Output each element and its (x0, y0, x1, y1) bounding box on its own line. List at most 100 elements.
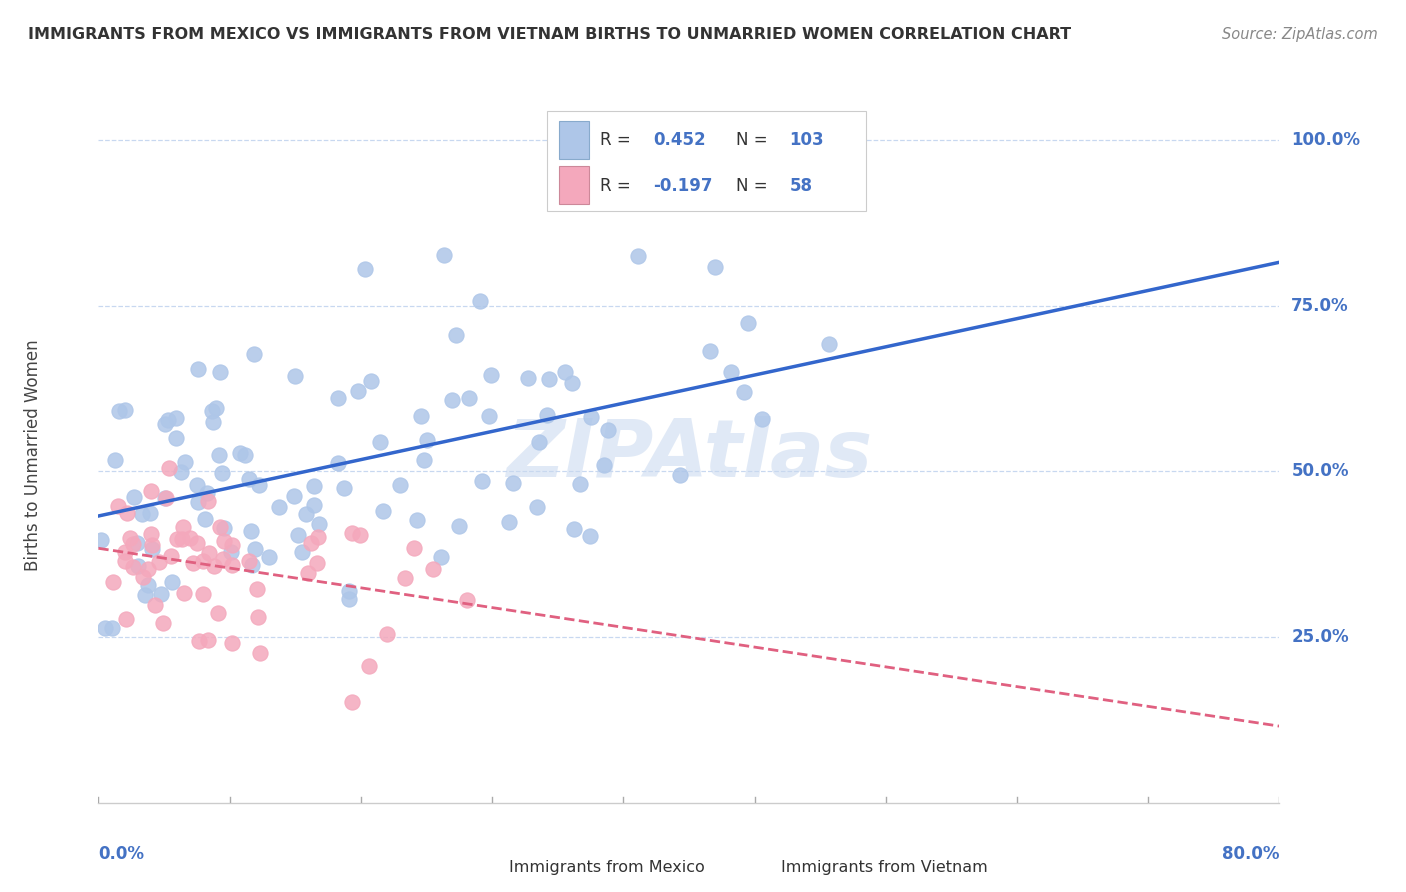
Point (440, 392, 463, 407)
Point (517, 371, 540, 385)
Point (432, 248, 454, 262)
Point (221, 538, 243, 552)
Point (205, 401, 228, 415)
Bar (547, 111, 866, 211)
Point (447, 519, 470, 533)
Point (148, 555, 170, 569)
Point (221, 636, 243, 650)
Text: 0.452: 0.452 (654, 131, 706, 150)
Point (166, 411, 188, 425)
Point (579, 529, 602, 543)
Point (188, 633, 211, 648)
Point (139, 484, 162, 499)
Point (333, 481, 356, 495)
Point (458, 391, 481, 405)
Point (554, 365, 576, 379)
Point (107, 499, 129, 513)
Point (197, 546, 219, 560)
Point (456, 592, 478, 607)
Point (212, 521, 235, 535)
Point (349, 527, 371, 541)
Point (669, 467, 692, 482)
Text: IMMIGRANTS FROM MEXICO VS IMMIGRANTS FROM VIETNAM BIRTHS TO UNMARRIED WOMEN CORR: IMMIGRANTS FROM MEXICO VS IMMIGRANTS FRO… (28, 27, 1071, 42)
Point (141, 541, 163, 556)
Point (122, 537, 145, 551)
Point (326, 391, 349, 405)
Point (246, 582, 269, 596)
Point (207, 606, 229, 620)
Point (90, 533, 112, 547)
Point (291, 545, 314, 559)
Point (115, 612, 138, 626)
Point (720, 366, 742, 380)
Point (444, 328, 467, 343)
Point (101, 621, 124, 635)
Point (699, 343, 721, 358)
Point (733, 384, 755, 399)
Text: 75.0%: 75.0% (1291, 297, 1348, 315)
Point (162, 575, 184, 590)
Text: R =: R = (600, 177, 637, 194)
Point (201, 403, 224, 417)
Point (394, 570, 416, 584)
Point (208, 448, 231, 462)
Point (593, 458, 616, 472)
Point (201, 415, 224, 429)
Bar (560, 166, 589, 204)
Point (502, 476, 524, 491)
Point (166, 532, 188, 546)
Point (302, 479, 325, 493)
Point (179, 531, 201, 545)
Point (94, 621, 117, 635)
Point (340, 526, 363, 541)
Point (478, 409, 501, 424)
Point (193, 554, 215, 568)
Point (150, 587, 173, 601)
Point (108, 404, 131, 418)
Point (247, 478, 270, 492)
Text: Immigrants from Vietnam: Immigrants from Vietnam (782, 860, 988, 875)
Point (115, 506, 138, 520)
Text: N =: N = (737, 131, 773, 150)
Point (114, 545, 136, 559)
Bar (748, 852, 773, 883)
Point (122, 490, 145, 504)
Point (377, 627, 399, 641)
Point (598, 423, 620, 437)
Point (326, 456, 349, 470)
Point (243, 542, 266, 557)
Point (173, 455, 195, 469)
Text: -0.197: -0.197 (654, 177, 713, 194)
Point (405, 512, 427, 526)
Point (368, 434, 391, 449)
Point (308, 516, 330, 531)
Point (211, 551, 233, 566)
Point (187, 495, 209, 509)
Point (238, 472, 260, 486)
Point (581, 409, 603, 424)
Point (243, 346, 266, 360)
Point (340, 695, 363, 709)
Point (152, 615, 174, 630)
Point (209, 520, 232, 534)
Point (141, 526, 163, 541)
Point (297, 566, 319, 580)
Point (284, 369, 307, 384)
Point (153, 491, 176, 505)
Point (101, 575, 124, 590)
Point (359, 659, 381, 673)
Point (139, 506, 162, 520)
Point (165, 431, 187, 445)
Point (186, 536, 208, 550)
Point (114, 553, 136, 567)
Point (170, 532, 193, 546)
Point (295, 508, 318, 522)
Point (228, 446, 250, 460)
Point (136, 577, 159, 591)
Point (195, 486, 218, 500)
Point (211, 467, 233, 481)
Point (104, 453, 127, 467)
Point (114, 403, 136, 417)
Point (471, 474, 494, 488)
Point (404, 541, 426, 555)
